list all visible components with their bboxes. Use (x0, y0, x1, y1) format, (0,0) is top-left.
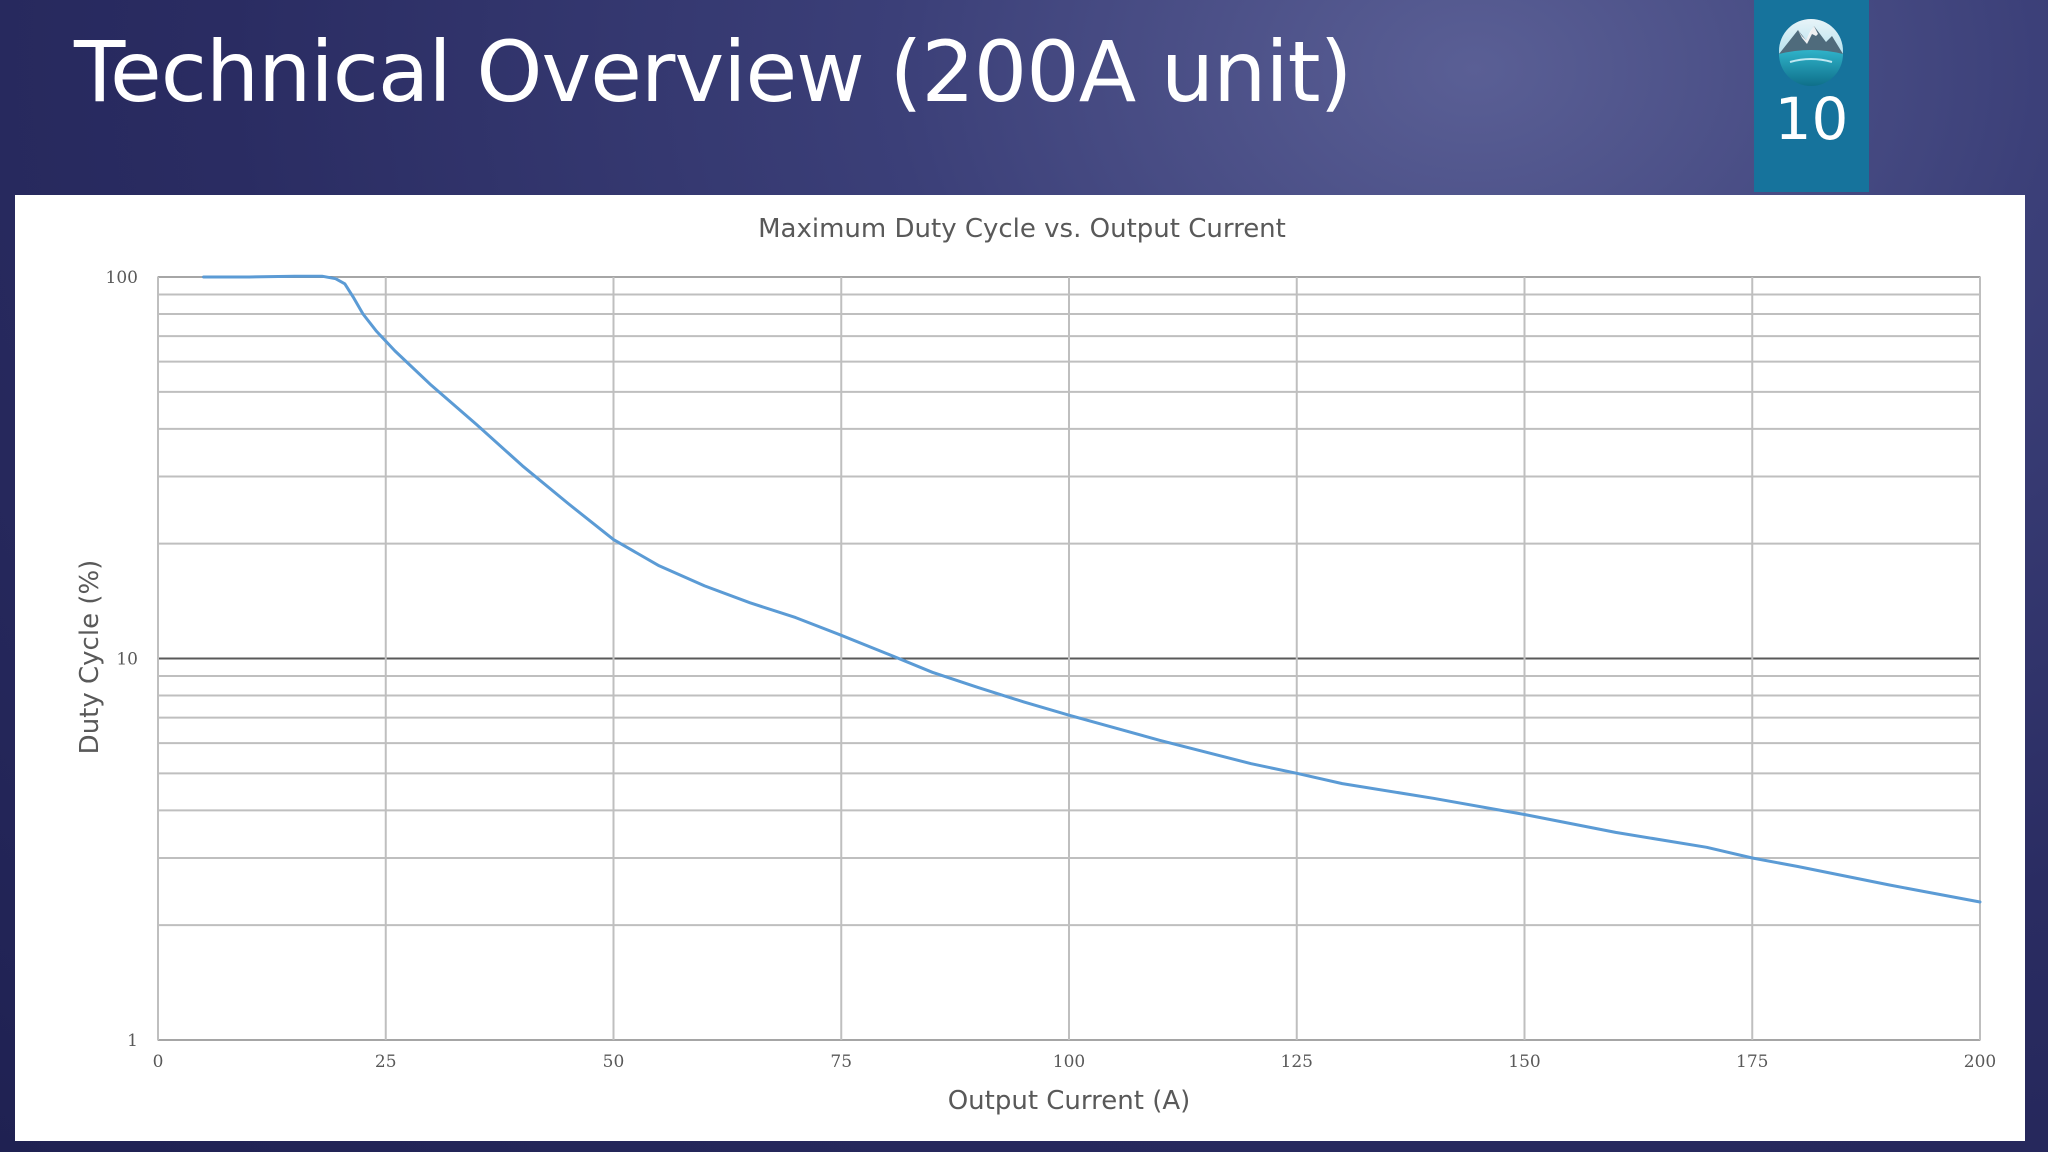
series-line-0 (202, 274, 1982, 904)
mountain-logo-icon (1779, 19, 1843, 86)
x-tick-label: 200 (1964, 1052, 1996, 1072)
y-axis-title: Duty Cycle (%) (75, 560, 105, 755)
grid-lines (157, 276, 1981, 1041)
plot-frame (157, 276, 1981, 1041)
x-tick-label: 75 (830, 1052, 852, 1072)
y-tick-label: 100 (106, 268, 138, 288)
series-layer (202, 274, 1982, 904)
x-tick-labels: 0 25 50 75 100 125 150 175 200 (153, 1052, 1997, 1072)
x-tick-label: 100 (1053, 1052, 1085, 1072)
x-tick-label: 150 (1508, 1052, 1540, 1072)
chart-title: Maximum Duty Cycle vs. Output Current (758, 214, 1286, 244)
x-tick-label: 50 (603, 1052, 625, 1072)
chart-panel: 0 25 50 75 100 125 150 175 200 1 10 100 Maximum Du… (15, 195, 2025, 1141)
x-tick-label: 25 (375, 1052, 397, 1072)
slide-title: Technical Overview (200A unit) (74, 23, 1352, 121)
page-number: 10 (1774, 85, 1849, 153)
page-badge: 10 (1754, 0, 1869, 192)
y-tick-label: 1 (127, 1031, 138, 1051)
x-tick-label: 125 (1281, 1052, 1313, 1072)
duty-cycle-chart: 0 25 50 75 100 125 150 175 200 1 10 100 Maximum Du… (75, 214, 1997, 1116)
y-tick-label: 10 (116, 650, 138, 670)
x-axis-title: Output Current (A) (948, 1086, 1191, 1116)
y-tick-labels: 1 10 100 (106, 268, 138, 1051)
x-tick-label: 0 (153, 1052, 164, 1072)
x-tick-label: 175 (1736, 1052, 1768, 1072)
